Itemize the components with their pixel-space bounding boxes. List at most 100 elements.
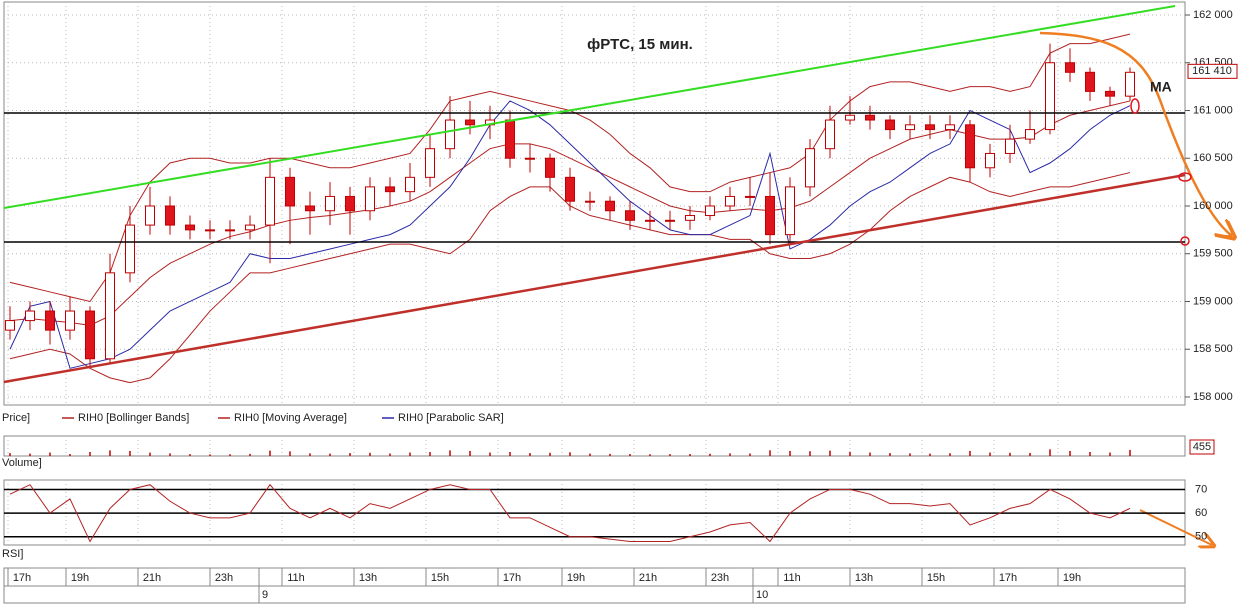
y-tick-label: 161 000: [1193, 104, 1233, 116]
legend-label: RIH0 [Moving Average]: [234, 412, 347, 424]
candle-body: [1045, 62, 1055, 131]
y-tick-label: 160 500: [1193, 152, 1233, 164]
candle-body: [1105, 90, 1115, 97]
candle-body: [945, 124, 955, 131]
candle-body: [625, 210, 635, 221]
candle-body: [1065, 62, 1075, 73]
candle-body: [545, 157, 555, 178]
highlight-circle: [1180, 236, 1190, 246]
last-price-box: [1187, 63, 1238, 79]
candle-body: [205, 229, 215, 232]
upper-trendline: [3, 5, 1176, 209]
time-label: 15h: [927, 572, 945, 584]
candle-body: [325, 195, 335, 212]
candle-body: [785, 186, 795, 236]
candle-body: [825, 119, 835, 150]
candle-body: [525, 157, 535, 160]
time-label: 21h: [639, 572, 657, 584]
annotations: [3, 5, 1232, 545]
legend-label: Price]: [2, 412, 30, 424]
time-label: 23h: [215, 572, 233, 584]
y-tick-label: 159 000: [1193, 295, 1233, 307]
candle-body: [965, 124, 975, 169]
y-tick-label: 162 000: [1193, 9, 1233, 21]
candle-body: [85, 310, 95, 360]
candle-body: [565, 176, 575, 202]
candle-body: [145, 205, 155, 226]
candle-body: [805, 148, 815, 188]
panel-label: RSI]: [2, 548, 23, 560]
time-label: 13h: [359, 572, 377, 584]
candle-body: [705, 205, 715, 217]
candle-body: [1125, 71, 1135, 97]
candle-body: [265, 176, 275, 226]
candle-body: [285, 176, 295, 207]
candle-body: [665, 219, 675, 222]
candle-body: [365, 186, 375, 212]
y-tick-label: 60: [1195, 507, 1207, 519]
time-label: 17h: [13, 572, 31, 584]
candle-body: [845, 114, 855, 121]
day-label: 10: [756, 589, 768, 601]
chart-title: фРТС, 15 мин.: [587, 36, 693, 53]
time-label: 19h: [1063, 572, 1081, 584]
annotation: MA: [1150, 79, 1172, 95]
candle-body: [885, 119, 895, 131]
y-tick-label: 160 000: [1193, 200, 1233, 212]
indicator-line: [9, 100, 1131, 326]
candle-body: [125, 224, 135, 274]
candle-body: [585, 200, 595, 203]
time-label: 19h: [567, 572, 585, 584]
last-price-label: 161 410: [1192, 65, 1232, 77]
candle-body: [25, 310, 35, 322]
candle-body: [505, 119, 515, 159]
y-tick-label: 70: [1195, 483, 1207, 495]
time-label: 21h: [143, 572, 161, 584]
rsi-line: [9, 483, 1131, 543]
y-tick-label: 159 500: [1193, 248, 1233, 260]
time-label: 23h: [711, 572, 729, 584]
candle-body: [185, 224, 195, 231]
candle-body: [165, 205, 175, 226]
candle-body: [645, 219, 655, 222]
candle-body: [925, 124, 935, 131]
highlight-circle: [1178, 172, 1192, 182]
y-tick-label: 158 500: [1193, 343, 1233, 355]
candle-body: [905, 124, 915, 131]
candle-body: [605, 200, 615, 212]
candle-body: [65, 310, 75, 331]
candle-body: [725, 195, 735, 207]
time-label: 11h: [783, 572, 801, 584]
time-label: 17h: [999, 572, 1017, 584]
time-label: 19h: [71, 572, 89, 584]
day-label: 9: [262, 589, 268, 601]
price-panel: [3, 1, 1186, 406]
candle-body: [305, 205, 315, 212]
candle-body: [465, 119, 475, 126]
legend-label: RIH0 [Bollinger Bands]: [78, 412, 189, 424]
lower-trendline: [3, 173, 1186, 384]
candle-body: [105, 272, 115, 360]
candle-body: [1025, 129, 1035, 140]
candle-body: [345, 195, 355, 212]
candle-body: [5, 320, 15, 331]
indicator-line: [9, 100, 1131, 369]
highlight-circle: [1130, 98, 1140, 114]
candle-body: [385, 186, 395, 193]
candle-body: [865, 114, 875, 121]
legend-label: RIH0 [Parabolic SAR]: [398, 412, 504, 424]
y-tick-label: 158 000: [1193, 391, 1233, 403]
time-label: 15h: [431, 572, 449, 584]
y-tick-label: 50: [1195, 531, 1207, 543]
candle-body: [245, 224, 255, 231]
volume-label: 455: [1193, 441, 1211, 453]
candle-body: [1085, 71, 1095, 92]
candle-body: [425, 148, 435, 178]
forecast-arrow: [1039, 31, 1232, 236]
candle-body: [745, 195, 755, 198]
candle-body: [765, 195, 775, 236]
time-label: 17h: [503, 572, 521, 584]
candle-body: [225, 229, 235, 232]
candle-body: [685, 215, 695, 221]
